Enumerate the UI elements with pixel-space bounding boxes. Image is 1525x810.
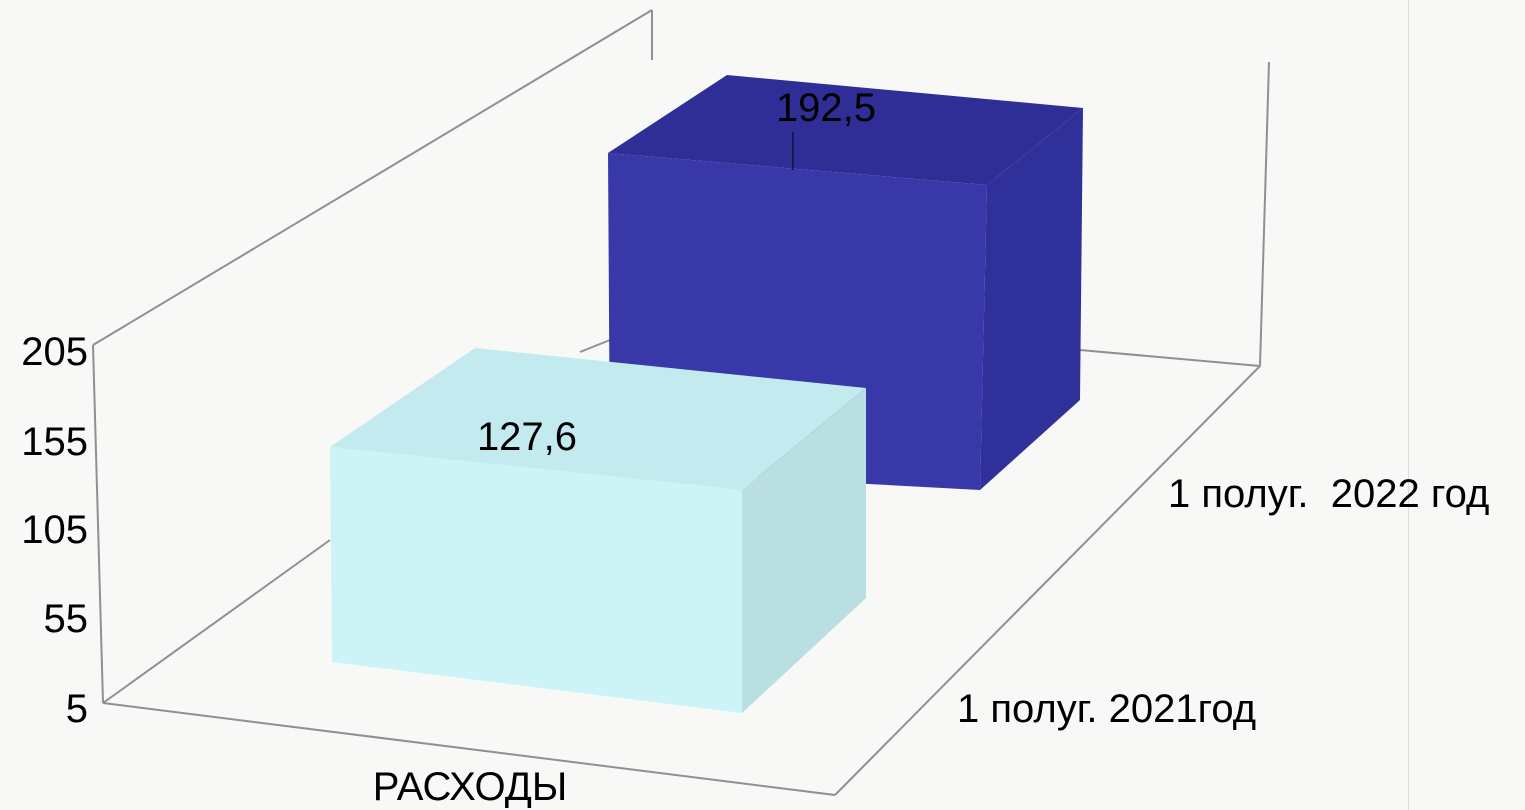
series-axis-label-2021: 1 полуг. 2021год (957, 687, 1256, 731)
floor-front-edge (102, 702, 836, 796)
series-axis-label-2022: 1 полуг. 2022 год (1168, 472, 1489, 516)
y-tick-label: 205 (21, 330, 88, 374)
floor-back-edge (1079, 349, 1261, 367)
bar-series-2021 (330, 348, 866, 713)
bar-2022-side (980, 108, 1083, 490)
value-label-2021: 127,6 (477, 415, 577, 459)
y-axis-line (92, 344, 104, 704)
x-category-label: РАСХОДЫ (373, 765, 568, 809)
bar-2021-top (330, 348, 866, 490)
slide-divider (1408, 0, 1409, 810)
y-tick-label: 55 (44, 597, 89, 641)
chart-frame (92, 9, 1270, 796)
y-tick-label: 105 (21, 508, 88, 552)
floor-mid-line (579, 339, 611, 353)
value-label-2022: 192,5 (776, 86, 876, 130)
bar-2022-top (608, 75, 1083, 185)
y-tick-label: 5 (66, 687, 88, 731)
floor-left-edge (102, 539, 331, 704)
bar-2021-side (742, 388, 866, 713)
y-axis-ticks: 205 155 105 55 5 (21, 330, 88, 731)
y-tick-label: 155 (21, 420, 88, 464)
bar-2021-front (330, 447, 742, 713)
floor-right-edge (834, 365, 1261, 796)
left-wall-top-edge (92, 9, 653, 346)
back-wall-right-edge (1259, 61, 1270, 367)
